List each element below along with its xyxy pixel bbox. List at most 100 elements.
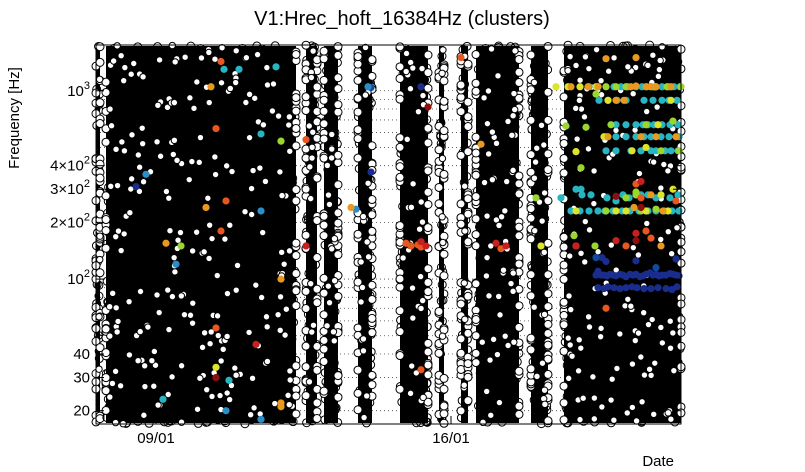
cluster-point: [186, 311, 195, 319]
trigger-point: [673, 96, 681, 104]
cluster-point: [580, 113, 589, 121]
cluster-point: [537, 121, 546, 130]
cluster-point: [283, 225, 293, 235]
cluster-point: [248, 56, 258, 66]
trigger-point: [647, 234, 655, 242]
axis-ticks: 20 30 40 102 2×102 3×102 4×102 103 09/01 16/01: [50, 80, 681, 447]
cluster-point: [514, 366, 524, 376]
cluster-point: [598, 403, 606, 411]
cluster-point: [596, 332, 605, 341]
cluster-point: [186, 41, 196, 51]
cluster-point: [232, 47, 240, 55]
cluster-point: [511, 47, 519, 55]
cluster-point: [121, 290, 131, 300]
cluster-point: [610, 226, 620, 236]
cluster-point: [141, 251, 151, 261]
cluster-point: [367, 71, 377, 81]
cluster-point: [228, 167, 236, 176]
cluster-point: [529, 395, 539, 405]
cluster-point: [543, 115, 553, 125]
cluster-point: [564, 66, 572, 75]
cluster-point: [166, 227, 174, 235]
cluster-point: [543, 369, 553, 379]
cluster-point: [203, 294, 213, 304]
cluster-point: [218, 44, 226, 52]
cluster-point: [462, 138, 472, 148]
cluster-point: [154, 401, 162, 409]
cluster-point: [423, 360, 433, 370]
trigger-point: [673, 283, 681, 291]
cluster-point: [263, 81, 272, 89]
cluster-point: [631, 336, 640, 345]
cluster-point: [543, 302, 553, 312]
cluster-point: [231, 173, 241, 183]
cluster-point: [581, 272, 591, 282]
cluster-point: [610, 416, 618, 424]
cluster-point: [574, 367, 583, 375]
cluster-point: [291, 238, 301, 248]
cluster-point: [618, 41, 628, 51]
cluster-point: [366, 347, 376, 357]
cluster-point: [136, 287, 145, 296]
trigger-point: [202, 203, 210, 212]
cluster-point: [559, 320, 569, 330]
cluster-point: [495, 180, 505, 190]
cluster-point: [413, 413, 423, 423]
cluster-point: [367, 328, 377, 338]
cluster-point: [301, 230, 311, 240]
cluster-point: [221, 418, 231, 428]
cluster-point: [168, 292, 177, 301]
cluster-point: [211, 259, 221, 269]
cluster-point: [106, 170, 116, 180]
cluster-point: [543, 196, 553, 206]
cluster-point: [399, 254, 407, 262]
cluster-point: [162, 300, 172, 310]
cluster-point: [309, 321, 318, 329]
cluster-point: [328, 245, 336, 253]
cluster-point: [499, 66, 509, 76]
cluster-point: [189, 281, 199, 291]
cluster-point: [526, 270, 536, 280]
trigger-point: [212, 373, 220, 382]
cluster-point: [180, 310, 189, 319]
cluster-point: [234, 150, 244, 160]
cluster-point: [95, 268, 105, 278]
cluster-point: [559, 138, 569, 148]
cluster-point: [107, 68, 117, 78]
cluster-point: [489, 335, 498, 344]
cluster-point: [281, 142, 291, 152]
cluster-point: [423, 68, 433, 78]
cluster-point: [319, 54, 329, 64]
trigger-point: [222, 407, 230, 415]
cluster-point: [492, 163, 502, 173]
cluster-point: [106, 393, 114, 401]
cluster-point: [307, 194, 315, 203]
cluster-point: [353, 75, 363, 85]
cluster-point: [500, 91, 510, 101]
cluster-point: [658, 106, 668, 116]
cluster-point: [635, 314, 645, 324]
trigger-point: [277, 403, 285, 411]
trigger-point: [602, 55, 610, 63]
cluster-point: [268, 296, 278, 306]
cluster-point: [423, 83, 433, 93]
cluster-point: [224, 248, 234, 258]
cluster-point: [217, 357, 225, 365]
cluster-point: [627, 302, 635, 310]
y-tick-label: 103: [67, 80, 90, 100]
cluster-point: [559, 153, 569, 163]
cluster-point: [173, 171, 183, 181]
cluster-point: [414, 107, 423, 116]
trigger-point: [674, 191, 682, 199]
cluster-band: [306, 46, 317, 423]
cluster-point: [152, 185, 162, 195]
cluster-point: [333, 208, 343, 218]
cluster-point: [114, 227, 123, 235]
cluster-point: [581, 53, 590, 61]
cluster-point: [145, 126, 155, 136]
cluster-point: [208, 250, 218, 260]
cluster-point: [281, 234, 291, 244]
cluster-point: [488, 342, 498, 352]
cluster-point: [126, 366, 136, 376]
trigger-point: [602, 147, 610, 155]
